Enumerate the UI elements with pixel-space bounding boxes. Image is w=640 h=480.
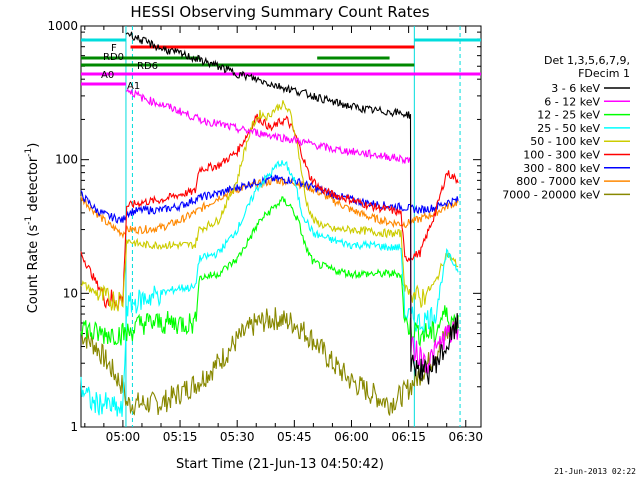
series-line	[80, 113, 459, 311]
legend-entry-label: 100 - 300 keV	[523, 149, 600, 162]
legend-entry-label: 300 - 800 keV	[523, 162, 600, 175]
chart-title: HESSI Observing Summary Count Rates	[130, 3, 429, 21]
legend-header-decim: FDecim 1	[578, 67, 630, 80]
legend-entry-label: 50 - 100 keV	[530, 135, 600, 148]
legend-entry-label: 7000 - 20000 keV	[502, 188, 600, 201]
f-flag-label: F	[111, 43, 117, 54]
x-tick-label: 05:00	[106, 430, 141, 444]
series-line	[80, 176, 459, 239]
x-tick-label: 05:45	[277, 430, 312, 444]
y-tick-label: 100	[55, 153, 78, 167]
legend-header: Det 1,3,5,6,7,9,	[544, 54, 630, 67]
rd6-flag-label: RD6	[137, 61, 158, 72]
y-tick-label: 10	[63, 286, 78, 300]
series-line	[80, 160, 459, 417]
legend-entry-label: 6 - 12 keV	[544, 95, 600, 108]
x-tick-label: 05:15	[163, 430, 198, 444]
y-axis-label: Count Rate (s-1 detector-1)	[24, 143, 41, 314]
series-line	[125, 31, 459, 385]
x-axis-label: Start Time (21-Jun-13 04:50:42)	[176, 457, 384, 472]
rd0-flag-label: RD0	[103, 52, 124, 63]
a1-flag-label: A1	[127, 81, 140, 92]
series-line	[125, 88, 459, 374]
x-tick-label: 06:30	[448, 430, 483, 444]
legend-entry-label: 3 - 6 keV	[551, 82, 600, 95]
series-line	[80, 196, 459, 348]
y-tick-label: 1000	[47, 19, 78, 33]
x-tick-label: 05:30	[220, 430, 255, 444]
footer-date: 21-Jun-2013 02:22	[554, 467, 636, 476]
series-line	[80, 100, 459, 312]
x-tick-label: 06:00	[334, 430, 369, 444]
plot-frame	[80, 25, 482, 428]
x-tick-label: 06:15	[391, 430, 426, 444]
y-tick-label: 1	[70, 420, 78, 434]
a0-flag-label: A0	[101, 70, 114, 81]
series-line	[80, 174, 459, 224]
legend-entry-label: 25 - 50 keV	[537, 122, 600, 135]
series-line	[80, 307, 459, 416]
legend-entry-label: 12 - 25 keV	[537, 109, 600, 122]
legend-entry-label: 800 - 7000 keV	[516, 175, 600, 188]
